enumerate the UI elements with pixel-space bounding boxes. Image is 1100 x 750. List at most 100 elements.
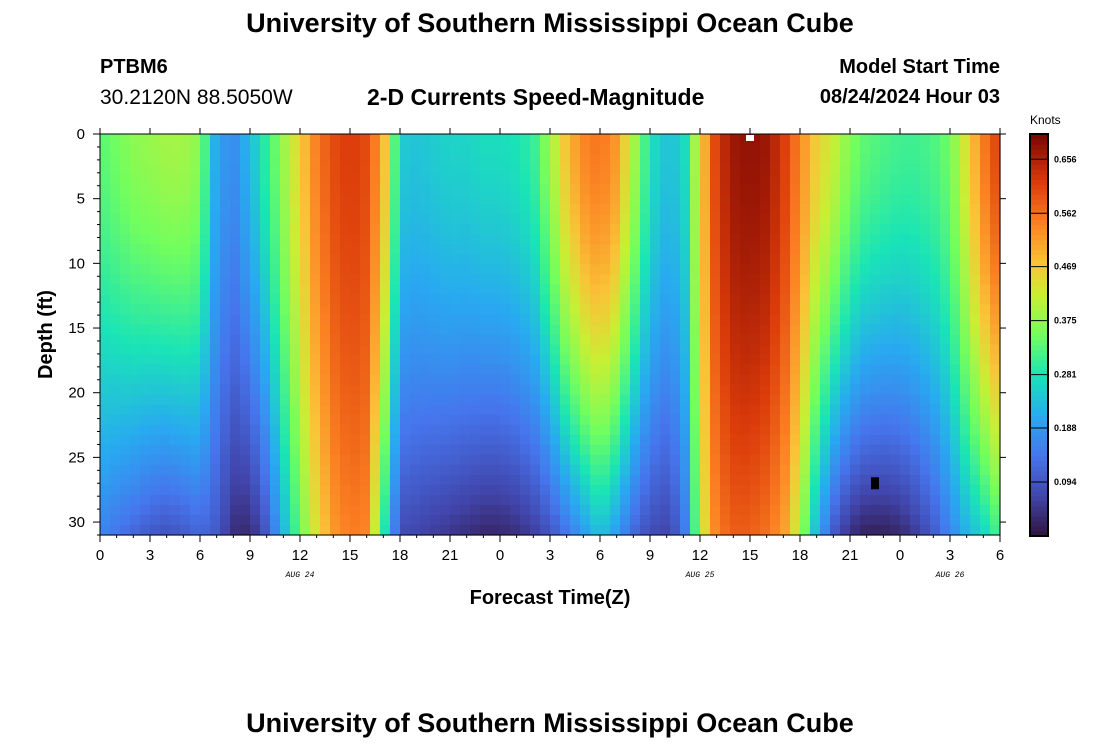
heatmap-cell <box>520 504 531 516</box>
heatmap-cell <box>200 514 211 526</box>
heatmap-cell <box>560 334 571 346</box>
heatmap-cell <box>850 514 861 526</box>
heatmap-cell <box>720 484 731 496</box>
heatmap-cell <box>120 164 131 175</box>
heatmap-cell <box>290 144 301 155</box>
heatmap-cell <box>990 434 1001 446</box>
heatmap-cell <box>340 364 351 376</box>
heatmap-cell <box>860 414 871 426</box>
heatmap-cell <box>620 174 631 185</box>
heatmap-cell <box>390 424 401 436</box>
heatmap-cell <box>590 404 601 416</box>
heatmap-cell <box>130 494 141 506</box>
heatmap-cell <box>570 234 581 245</box>
colorbar-segment <box>1030 520 1048 527</box>
heatmap-cell <box>410 204 421 215</box>
heatmap-cell <box>100 454 111 466</box>
heatmap-cell <box>340 344 351 356</box>
heatmap-cell <box>490 224 501 235</box>
heatmap-cell <box>790 364 801 376</box>
heatmap-cell <box>170 464 181 476</box>
heatmap-cell <box>340 314 351 326</box>
heatmap-cell <box>970 244 981 255</box>
heatmap-cell <box>430 224 441 235</box>
heatmap-cell <box>760 204 771 215</box>
heatmap-cell <box>170 134 181 145</box>
heatmap-cell <box>750 464 761 476</box>
heatmap-cell <box>220 294 231 306</box>
heatmap-cell <box>170 224 181 235</box>
heatmap-cell <box>740 494 751 506</box>
heatmap-cell <box>330 304 341 316</box>
heatmap-cell <box>660 274 671 285</box>
heatmap-cell <box>280 154 291 165</box>
heatmap-cell <box>110 204 121 215</box>
heatmap-cell <box>340 374 351 386</box>
heatmap-cell <box>810 494 821 506</box>
heatmap-cell <box>850 314 861 326</box>
heatmap-cell <box>300 504 311 516</box>
heatmap-cell <box>690 434 701 446</box>
heatmap-cell <box>520 414 531 426</box>
heatmap-cell <box>130 344 141 356</box>
heatmap-cell <box>600 484 611 496</box>
heatmap-cell <box>390 414 401 426</box>
heatmap-cell <box>600 134 611 145</box>
heatmap-cell <box>180 144 191 155</box>
heatmap-cell <box>620 154 631 165</box>
heatmap-cell <box>370 324 381 336</box>
heatmap-cell <box>400 194 411 205</box>
heatmap-cell <box>210 164 221 175</box>
heatmap-cell <box>340 354 351 366</box>
heatmap-cell <box>700 494 711 506</box>
heatmap-cell <box>290 394 301 406</box>
heatmap-cell <box>290 494 301 506</box>
heatmap-cell <box>100 434 111 446</box>
heatmap-cell <box>230 524 241 536</box>
heatmap-cell <box>650 404 661 416</box>
heatmap-cell <box>450 244 461 255</box>
heatmap-cell <box>780 254 791 265</box>
heatmap-cell <box>530 244 541 255</box>
heatmap-cell <box>370 294 381 306</box>
heatmap-cell <box>810 324 821 336</box>
heatmap-cell <box>490 204 501 215</box>
heatmap-cell <box>700 134 711 145</box>
heatmap-cell <box>180 334 191 346</box>
heatmap-cell <box>780 234 791 245</box>
heatmap-cell <box>370 384 381 396</box>
heatmap-cell <box>380 144 391 155</box>
heatmap-cell <box>760 434 771 446</box>
heatmap-cell <box>200 324 211 336</box>
heatmap-cell <box>870 184 881 195</box>
heatmap-cell <box>190 494 201 506</box>
heatmap-cell <box>470 274 481 285</box>
heatmap-cell <box>790 184 801 195</box>
heatmap-cell <box>730 324 741 336</box>
heatmap-cell <box>950 224 961 235</box>
heatmap-cell <box>610 234 621 245</box>
heatmap-cell <box>480 184 491 195</box>
heatmap-cell <box>650 464 661 476</box>
heatmap-cell <box>450 494 461 506</box>
heatmap-cell <box>420 304 431 316</box>
heatmap-cell <box>920 474 931 486</box>
heatmap-cell <box>800 434 811 446</box>
heatmap-cell <box>630 344 641 356</box>
heatmap-cell <box>990 404 1001 416</box>
heatmap-cell <box>140 184 151 195</box>
heatmap-cell <box>690 324 701 336</box>
heatmap-cell <box>690 314 701 326</box>
heatmap-cell <box>610 454 621 466</box>
heatmap-cell <box>970 144 981 155</box>
heatmap-cell <box>720 454 731 466</box>
heatmap-cell <box>120 494 131 506</box>
heatmap-cell <box>350 354 361 366</box>
heatmap-cell <box>690 154 701 165</box>
heatmap-cell <box>780 314 791 326</box>
heatmap-cell <box>350 384 361 396</box>
heatmap-cell <box>500 254 511 265</box>
heatmap-cell <box>610 384 621 396</box>
heatmap-cell <box>310 324 321 336</box>
